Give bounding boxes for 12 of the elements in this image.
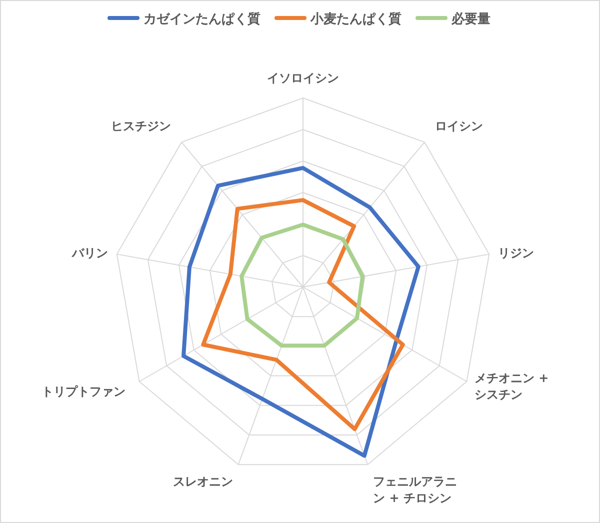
spoke-label: ロイシン xyxy=(434,118,483,133)
spoke-label: バリン xyxy=(71,246,108,260)
legend-label: カゼインたんぱく質 xyxy=(144,11,260,27)
spoke-label: スレオニン xyxy=(172,474,233,489)
legend-label: 小麦たんぱく質 xyxy=(310,11,402,27)
spoke-label: トリプトファン xyxy=(41,384,126,398)
legend-label: 必要量 xyxy=(450,11,490,27)
spoke-label: メチオニン + シスチン xyxy=(474,371,553,402)
spoke-label: フェニルアラニン + チロシン xyxy=(373,474,458,505)
spoke-label: ヒスチジン xyxy=(111,118,172,133)
spoke-label: イソロイシン xyxy=(267,71,339,85)
spoke-label: リジン xyxy=(498,246,534,260)
